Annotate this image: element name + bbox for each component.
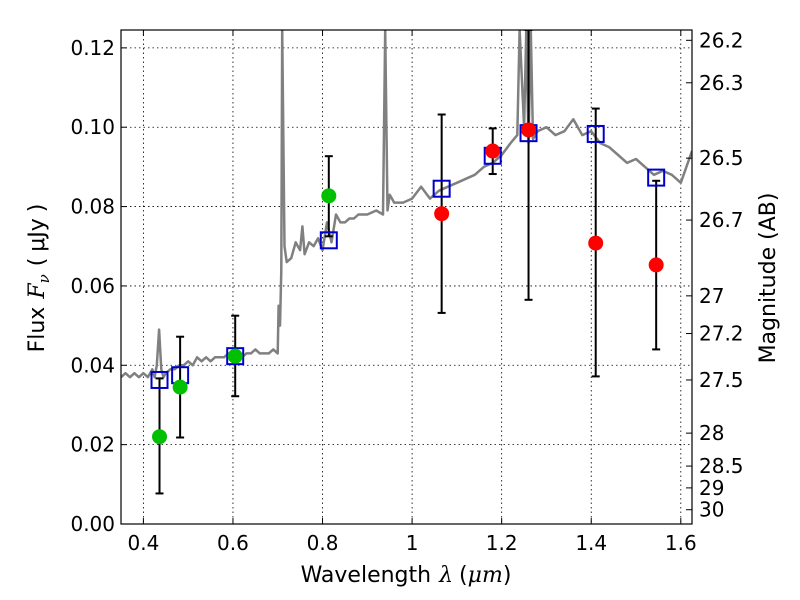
x-tick-label: 1.4: [575, 531, 607, 555]
x-tick-label: 1: [406, 531, 419, 555]
x-tick-label: 0.8: [307, 531, 339, 555]
model-flux-square: [586, 124, 605, 143]
y-tick-label: 0.04: [70, 353, 115, 377]
plot-area: [121, 30, 692, 495]
y-tick-label: 0.10: [70, 115, 115, 139]
y2-tick-label: 29: [699, 476, 724, 500]
y2-tick-label: 27.5: [699, 368, 744, 392]
green-photometry-point: [172, 379, 188, 395]
red-photometry-point: [434, 206, 450, 222]
model-flux-square: [647, 168, 666, 187]
red-photometry-point: [588, 235, 604, 251]
model-flux-square: [226, 347, 245, 366]
y-tick-label: 0.08: [70, 195, 115, 219]
axes: 0.4 0.6 0.8 1 1.2 1.4 1.6 0.00 0.02 0.04 0.06 0.08 0…: [70, 28, 743, 555]
model-flux-square: [432, 179, 451, 198]
y2-tick-label: 28: [699, 421, 724, 445]
y-tick-label: 0.02: [70, 433, 115, 457]
x-tick-label: 1.2: [486, 531, 518, 555]
y2-tick-label: 26.3: [699, 71, 744, 95]
model-flux-square: [319, 231, 338, 250]
x-axis-title: Wavelength λ (μm): [301, 563, 512, 588]
y2-tick-label: 27.2: [699, 322, 744, 346]
spectrum-line: [121, 30, 692, 379]
x-tick-label: 1.6: [665, 531, 697, 555]
grid-lines: [121, 30, 692, 525]
y2-tick-label: 30: [699, 498, 724, 522]
y2-tick-label: 27: [699, 284, 724, 308]
green-photometry-point: [227, 348, 243, 364]
error-bar: [524, 30, 533, 301]
y-tick-label: 0.12: [70, 36, 115, 60]
red-photometry-point: [648, 257, 664, 273]
y2-tick-label: 26.2: [699, 28, 744, 52]
y2-tick-label: 26.5: [699, 146, 744, 170]
x-tick-label: 0.4: [127, 531, 159, 555]
y2-tick-label: 28.5: [699, 454, 744, 478]
y-axis-title: FluxFν(μJy): [25, 204, 53, 353]
y2-tick-label: 26.7: [699, 208, 744, 232]
model-flux-square: [150, 370, 169, 389]
red-photometry-point: [485, 143, 501, 159]
y2-axis-title: Magnitude (AB): [756, 193, 781, 364]
plot-frame: [120, 29, 693, 525]
green-photometry-point: [152, 429, 168, 445]
y-tick-label: 0.06: [70, 274, 115, 298]
y-tick-label: 0.00: [70, 512, 115, 536]
x-tick-label: 0.6: [217, 531, 249, 555]
green-photometry-point: [321, 188, 337, 204]
red-photometry-point: [521, 122, 537, 138]
